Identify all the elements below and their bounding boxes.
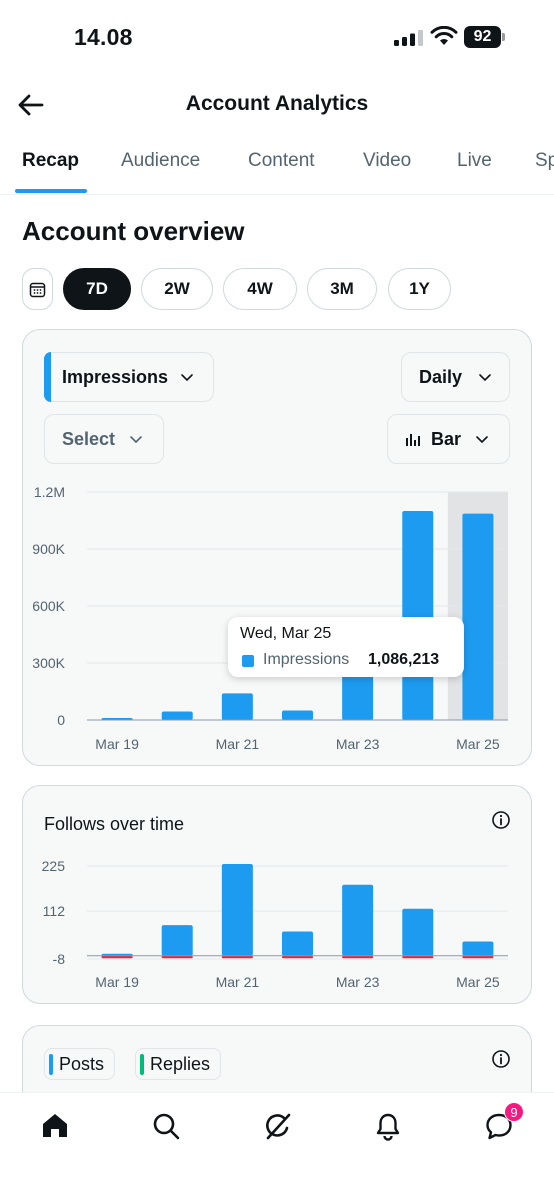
chevron-down-icon bbox=[181, 374, 193, 382]
x-tick-label: Mar 23 bbox=[336, 736, 380, 752]
tab-live[interactable]: Live bbox=[457, 150, 492, 171]
tab-video[interactable]: Video bbox=[363, 150, 412, 171]
battery-level: 92 bbox=[464, 26, 501, 48]
bar-follows bbox=[402, 908, 434, 956]
date-range-selector: 7D 2W 4W 3M 1Y bbox=[22, 268, 542, 310]
legend-replies[interactable]: Replies bbox=[135, 1048, 221, 1080]
bar-unfollows bbox=[101, 955, 133, 959]
legend-posts-label: Posts bbox=[59, 1053, 105, 1074]
wifi-icon bbox=[430, 26, 458, 45]
metric-dropdown[interactable]: Impressions bbox=[44, 352, 214, 402]
bar-unfollows bbox=[462, 955, 494, 959]
bar-impressions bbox=[462, 513, 494, 720]
messages-icon[interactable] bbox=[484, 1111, 514, 1141]
search-icon[interactable] bbox=[151, 1111, 181, 1141]
calendar-button[interactable] bbox=[22, 268, 53, 310]
bottom-nav bbox=[0, 1092, 554, 1200]
range-2w-button[interactable]: 2W bbox=[141, 268, 213, 310]
bar-unfollows bbox=[342, 955, 374, 959]
y-tick-label: 1.2M bbox=[34, 484, 65, 500]
chart-tooltip: Wed, Mar 25 Impressions 1,086,213 bbox=[228, 617, 464, 677]
bar-unfollows bbox=[221, 955, 253, 959]
x-tick-label: Mar 19 bbox=[95, 974, 139, 990]
info-icon[interactable] bbox=[491, 1049, 511, 1069]
range-7d-button[interactable]: 7D bbox=[63, 268, 131, 310]
x-tick-label: Mar 21 bbox=[216, 736, 260, 752]
bar-unfollows bbox=[282, 955, 313, 959]
tooltip-series-swatch bbox=[242, 655, 254, 667]
status-time: 14.08 bbox=[74, 24, 133, 50]
page-title: Account Analytics bbox=[185, 92, 369, 115]
chart-type-dropdown-label: Bar bbox=[431, 428, 462, 449]
messages-badge: 9 bbox=[504, 1102, 524, 1122]
x-tick-label: Mar 25 bbox=[456, 736, 500, 752]
bar-impressions bbox=[161, 711, 193, 720]
y-tick-label: 900K bbox=[32, 541, 65, 557]
x-tick-label: Mar 25 bbox=[456, 974, 500, 990]
range-1y-button[interactable]: 1Y bbox=[388, 268, 451, 310]
status-bar: 14.08 92 bbox=[0, 0, 554, 70]
bar-chart-icon bbox=[406, 434, 420, 446]
tab-sp[interactable]: Sp bbox=[535, 150, 554, 171]
chevron-down-icon bbox=[476, 436, 488, 444]
chart-type-dropdown[interactable]: Bar bbox=[387, 414, 510, 464]
bar-follows bbox=[161, 925, 193, 956]
bar-follows bbox=[462, 941, 494, 956]
cellular-signal-icon bbox=[394, 30, 423, 46]
y-tick-label: 112 bbox=[43, 903, 66, 919]
bar-unfollows bbox=[161, 955, 193, 959]
y-tick-label: 225 bbox=[42, 858, 66, 874]
range-3m-button[interactable]: 3M bbox=[307, 268, 377, 310]
info-icon[interactable] bbox=[491, 810, 511, 830]
grok-icon[interactable] bbox=[262, 1111, 292, 1141]
bar-unfollows bbox=[402, 955, 434, 959]
follows-chart[interactable]: -8 112 225 Mar 19 Mar 21 Mar 23 Mar 25 bbox=[22, 850, 532, 1000]
interval-dropdown-label: Daily bbox=[419, 366, 463, 387]
tab-bar: Recap Audience Content Video Live Sp bbox=[0, 138, 554, 195]
y-tick-label: -8 bbox=[53, 951, 66, 967]
y-tick-label: 0 bbox=[57, 712, 65, 728]
calendar-icon bbox=[29, 282, 46, 297]
header: Account Analytics bbox=[0, 80, 554, 130]
home-icon[interactable] bbox=[40, 1111, 70, 1141]
legend-replies-label: Replies bbox=[150, 1053, 211, 1074]
chevron-down-icon bbox=[479, 374, 491, 382]
tooltip-date: Wed, Mar 25 bbox=[240, 625, 332, 642]
x-tick-label: Mar 21 bbox=[216, 974, 260, 990]
interval-dropdown[interactable]: Daily bbox=[401, 352, 510, 402]
compare-dropdown[interactable]: Select bbox=[44, 414, 164, 464]
range-4w-button[interactable]: 4W bbox=[223, 268, 297, 310]
compare-dropdown-label: Select bbox=[62, 428, 116, 449]
impressions-card: Impressions Daily Select Bar bbox=[22, 329, 532, 766]
y-tick-label: 600K bbox=[32, 598, 65, 614]
arrow-left-icon[interactable] bbox=[16, 90, 46, 120]
x-tick-label: Mar 19 bbox=[95, 736, 139, 752]
x-tick-label: Mar 23 bbox=[336, 974, 380, 990]
metric-dropdown-label: Impressions bbox=[62, 366, 169, 387]
tab-audience[interactable]: Audience bbox=[121, 150, 201, 171]
tab-recap[interactable]: Recap bbox=[22, 150, 80, 171]
metric-color-indicator bbox=[44, 352, 51, 402]
tab-indicator bbox=[15, 189, 87, 193]
tooltip-series-label: Impressions bbox=[263, 651, 350, 668]
tab-content[interactable]: Content bbox=[248, 150, 315, 171]
follows-card: Follows over time bbox=[22, 785, 532, 1004]
legend-posts[interactable]: Posts bbox=[44, 1048, 115, 1080]
bar-impressions bbox=[282, 710, 313, 720]
bar-impressions bbox=[402, 511, 434, 720]
bar-follows bbox=[342, 884, 374, 956]
y-tick-label: 300K bbox=[32, 655, 65, 671]
battery-icon: 92 bbox=[464, 26, 506, 48]
follows-card-title: Follows over time bbox=[44, 814, 185, 834]
bar-follows bbox=[221, 864, 253, 956]
tooltip-value: 1,086,213 bbox=[368, 651, 440, 668]
chevron-down-icon bbox=[130, 436, 142, 444]
bar-impressions bbox=[221, 693, 253, 720]
notifications-icon[interactable] bbox=[373, 1111, 403, 1141]
bar-follows bbox=[282, 931, 313, 956]
section-title: Account overview bbox=[22, 216, 245, 246]
